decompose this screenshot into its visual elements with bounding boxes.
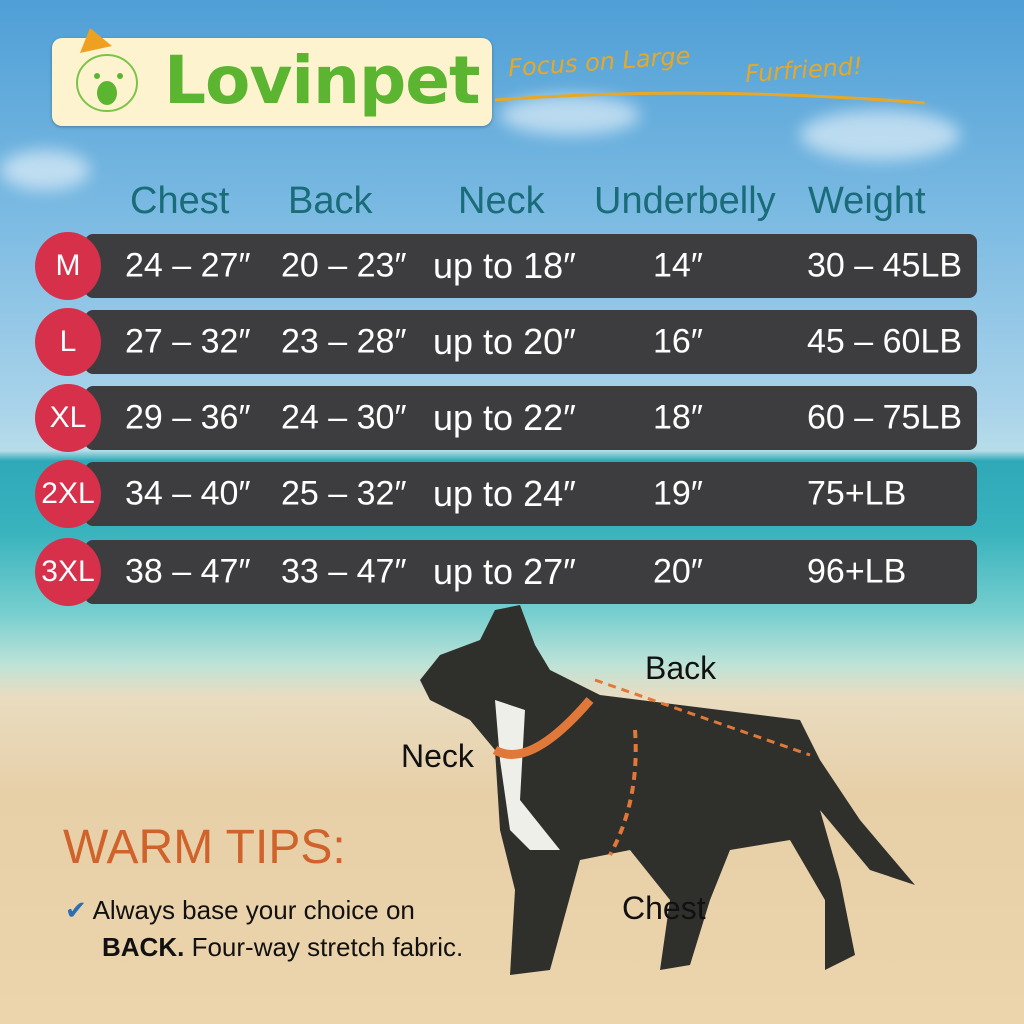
neck-value: up to 22″ [433,397,576,438]
warm-tips-title: WARM TIPS: [63,821,346,874]
neck-value: up to 18″ [433,245,576,286]
chest-value: 24 – 27″ [125,246,251,285]
weight-value: 60 – 75LB [807,398,963,437]
size-badge: L [35,308,101,376]
underbelly-value: 20″ [653,552,703,591]
cloud [800,110,960,160]
neck-value: up to 27″ [433,551,576,592]
size-row-xl: XL 29 – 36″ 24 – 30″ up to 22″ 18″ 60 – 75LB [35,384,977,452]
size-badge: 2XL [35,460,101,528]
underbelly-value: 16″ [653,322,703,361]
tip-emphasis: BACK. [102,932,185,962]
neck-label: Neck [401,738,474,774]
chest-value: 34 – 40″ [125,474,251,513]
size-row-3xl: 3XL 38 – 47″ 33 – 47″ up to 27″ 20″ 96+LB [35,538,977,606]
size-badge: XL [35,384,101,452]
header-chest: Chest [130,180,230,222]
slogan-underline [495,91,926,105]
neck-value: up to 20″ [433,321,576,362]
brand-name: Lovinpet [164,42,481,119]
size-row-l: L 27 – 32″ 23 – 28″ up to 20″ 16″ 45 – 60LB [35,308,977,376]
back-value: 25 – 32″ [281,474,407,513]
underbelly-value: 18″ [653,398,703,437]
size-row-m: M 24 – 27″ 20 – 23″ up to 18″ 14″ 30 – 45LB [35,232,977,300]
brand-logo: Lovinpet [52,28,492,126]
size-badge: 3XL [35,538,101,606]
header-neck: Neck [458,180,545,222]
dog-mascot-icon [76,28,138,112]
check-box-icon: ✔ [65,895,87,925]
header-weight: Weight [808,180,926,222]
weight-value: 45 – 60LB [807,322,963,361]
tip-line-1: Always base your choice on [92,895,415,925]
back-value: 23 – 28″ [281,322,407,361]
chest-label: Chest [622,890,706,926]
cloud [0,150,90,190]
chest-value: 38 – 47″ [125,552,251,591]
tip-line-2: Four-way stretch fabric. [191,932,464,962]
dog-illustration [420,605,915,975]
back-value: 20 – 23″ [281,246,407,285]
size-row-2xl: 2XL 34 – 40″ 25 – 32″ up to 24″ 19″ 75+LB [35,460,977,528]
back-value: 24 – 30″ [281,398,407,437]
back-value: 33 – 47″ [281,552,407,591]
weight-value: 96+LB [807,552,907,591]
header-back: Back [288,180,373,222]
size-badge: M [35,232,101,300]
header-underbelly: Underbelly [594,180,776,222]
cloud [500,95,640,135]
weight-value: 30 – 45LB [807,246,963,285]
neck-value: up to 24″ [433,473,576,514]
chest-value: 29 – 36″ [125,398,251,437]
underbelly-value: 19″ [653,474,703,513]
back-label: Back [645,650,717,686]
underbelly-value: 14″ [653,246,703,285]
chest-value: 27 – 32″ [125,322,251,361]
weight-value: 75+LB [807,474,907,513]
